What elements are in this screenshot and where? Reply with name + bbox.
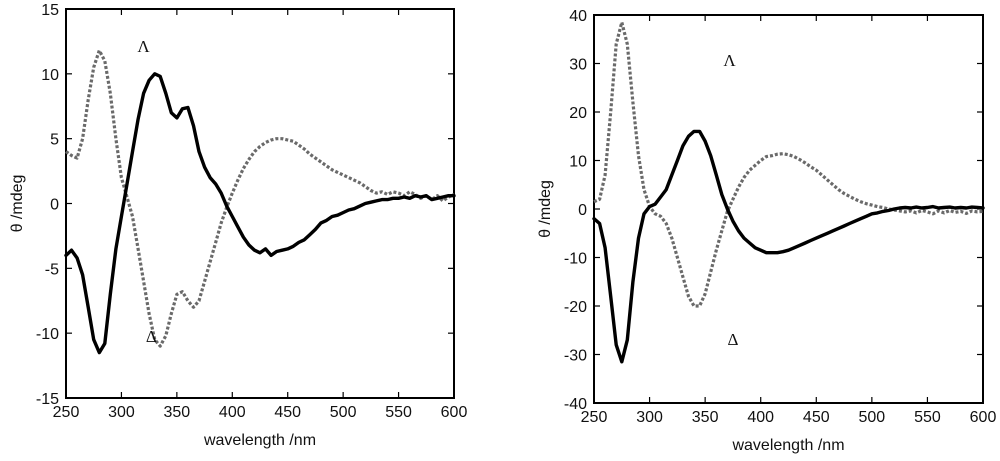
x-tick-label: 350 (692, 409, 719, 426)
x-tick-label: 400 (747, 409, 774, 426)
x-tick-label: 450 (803, 409, 830, 426)
x-tick-label: 550 (914, 409, 941, 426)
y-axis-label: θ /mdeg (537, 180, 554, 238)
x-tick-label: 300 (636, 409, 663, 426)
x-tick-label: 350 (164, 404, 191, 421)
y-tick-label: -5 (45, 261, 59, 278)
y-tick-label: 40 (569, 8, 587, 25)
series-line-delta (65, 48, 455, 348)
annotation-label: Δ (727, 330, 738, 349)
y-tick-label: -15 (36, 391, 59, 408)
y-tick-label: 10 (41, 67, 59, 84)
y-tick-label: -10 (564, 251, 587, 268)
x-axis-label: wavelength /nm (731, 437, 844, 454)
y-axis-label: θ /mdeg (9, 175, 26, 233)
annotation-label: Λ (723, 51, 736, 70)
y-tick-label: 20 (569, 105, 587, 122)
annotation-label: Δ (146, 327, 157, 346)
x-tick-label: 600 (970, 409, 997, 426)
y-tick-label: -40 (564, 396, 587, 413)
y-tick-label: 15 (41, 2, 59, 19)
series-line-lambda (64, 72, 456, 355)
x-tick-label: 500 (859, 409, 886, 426)
x-tick-label: 300 (108, 404, 135, 421)
chart-panel-1: 250 300 350 400 450 500 550 600 -15 -10 -5 0 5 10 15 wa… (9, 2, 467, 449)
x-tick-label: 450 (274, 404, 301, 421)
annotation-label: Λ (137, 37, 150, 56)
x-tick-label: 550 (385, 404, 412, 421)
y-tick-label: -10 (36, 326, 59, 343)
y-tick-label: -30 (564, 348, 587, 365)
y-tick-label: -20 (564, 299, 587, 316)
y-tick-label: 0 (578, 202, 587, 219)
series-line-lambda (592, 129, 985, 364)
x-tick-label: 600 (441, 404, 468, 421)
y-tick-label: 30 (569, 57, 587, 74)
y-tick-label: 0 (50, 197, 59, 214)
x-axis-label: wavelength /nm (203, 432, 316, 449)
x-tick-label: 500 (330, 404, 357, 421)
x-tick-label: 250 (581, 409, 608, 426)
series-line-delta (593, 20, 984, 308)
y-tick-label: 5 (50, 132, 59, 149)
x-tick-label: 250 (53, 404, 80, 421)
chart-panel-2: 250 300 350 400 450 500 550 600 -40 -30 -20 -10 0 10 2… (537, 8, 996, 454)
y-tick-label: 10 (569, 154, 587, 171)
x-tick-label: 400 (219, 404, 246, 421)
